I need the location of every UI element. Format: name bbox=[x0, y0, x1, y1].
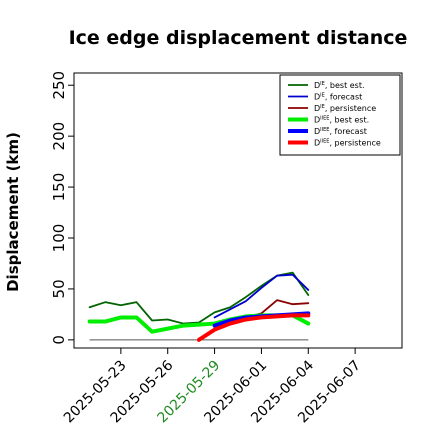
legend-entry: DIIEE, forecast bbox=[314, 127, 367, 136]
legend-rest: , persistence bbox=[329, 139, 380, 148]
legend-sup: IIEE bbox=[320, 116, 329, 122]
series-layer bbox=[87, 271, 311, 342]
y-tick-label: 50 bbox=[50, 279, 68, 298]
series-line-5 bbox=[196, 313, 311, 342]
y-tick-label: 0 bbox=[50, 335, 68, 345]
legend-main: D bbox=[314, 127, 320, 136]
legend-sup: IIEE bbox=[320, 127, 329, 133]
legend-sup: IE bbox=[320, 93, 325, 99]
y-axis-label: Displacement (km) bbox=[4, 132, 22, 292]
legend-rest: , best est. bbox=[329, 116, 369, 125]
legend-sup: IE bbox=[320, 104, 325, 110]
legend-main: D bbox=[314, 116, 320, 125]
legend-entry: DIE, forecast bbox=[314, 93, 362, 102]
plot-frame bbox=[73, 72, 403, 349]
legend-sup: IIEE bbox=[320, 139, 329, 145]
series-line-1 bbox=[213, 273, 310, 319]
legend-rest: , best est. bbox=[325, 81, 365, 90]
legend-main: D bbox=[314, 139, 320, 148]
legend-entry: DIIEE, best est. bbox=[314, 116, 369, 125]
legend-rest: , persistence bbox=[325, 104, 376, 113]
legend-sup: IE bbox=[320, 81, 325, 87]
y-tick-label: 150 bbox=[50, 173, 68, 202]
y-tick-label: 100 bbox=[50, 224, 68, 253]
legend-entry: DIE, best est. bbox=[314, 81, 365, 90]
legend-main: D bbox=[314, 93, 320, 102]
y-tick-label: 200 bbox=[50, 122, 68, 151]
legend-entry: DIE, persistence bbox=[314, 104, 376, 113]
chart-title: Ice edge displacement distance bbox=[69, 27, 408, 49]
legend-main: D bbox=[314, 81, 320, 90]
legend-rest: , forecast bbox=[325, 93, 362, 102]
legend-rest: , forecast bbox=[329, 127, 366, 136]
legend-entry: DIIEE, persistence bbox=[314, 139, 381, 148]
legend-main: D bbox=[314, 104, 320, 113]
y-tick-label: 250 bbox=[50, 71, 68, 100]
